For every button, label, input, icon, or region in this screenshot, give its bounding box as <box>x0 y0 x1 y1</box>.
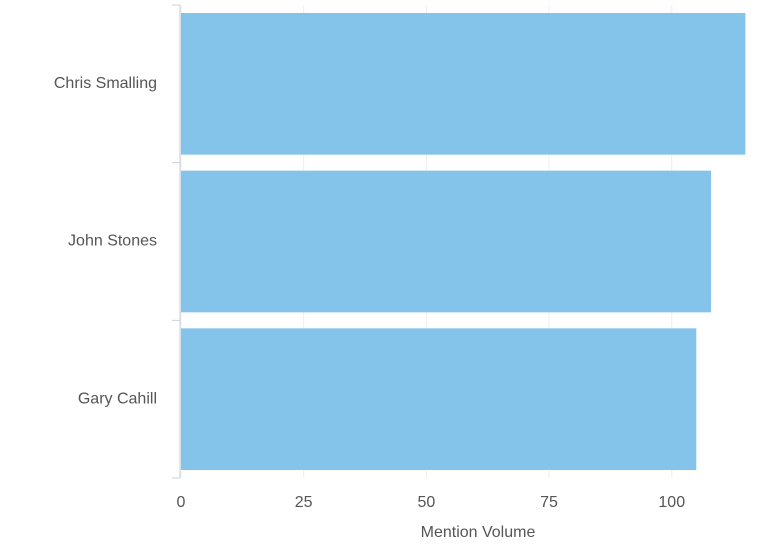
x-axis-label: Mention Volume <box>421 524 536 541</box>
y-tick-label: Chris Smalling <box>54 75 157 92</box>
bar <box>181 170 712 313</box>
y-tick-label: Gary Cahill <box>78 390 157 407</box>
x-tick-label: 100 <box>658 494 685 511</box>
x-tick-label: 50 <box>417 494 435 511</box>
y-tick-label: John Stones <box>68 233 157 250</box>
x-tick-label: 75 <box>540 494 558 511</box>
x-tick-label: 25 <box>295 494 313 511</box>
x-tick-label: 0 <box>177 494 186 511</box>
bar <box>181 13 746 155</box>
bar <box>181 328 697 470</box>
